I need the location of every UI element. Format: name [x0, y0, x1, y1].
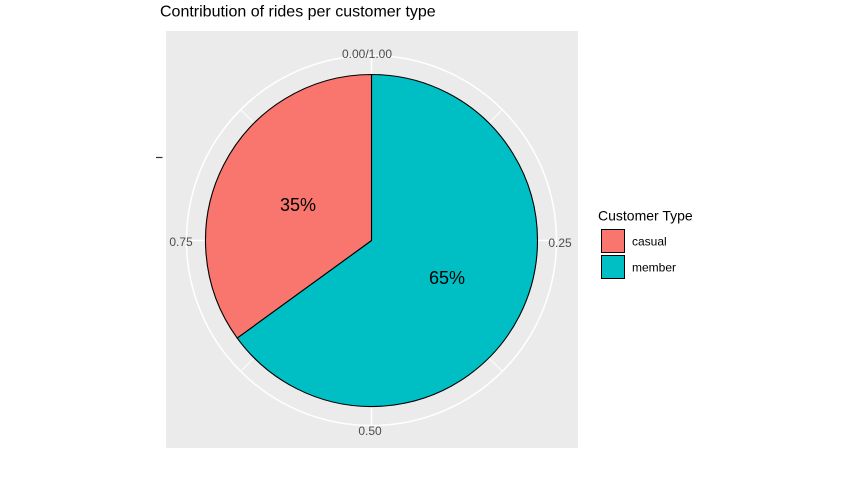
slice-label-member: 65% — [429, 268, 465, 288]
legend-swatch-member — [601, 255, 625, 279]
theta-tick-left: 0.75 — [169, 235, 193, 249]
legend-title: Customer Type — [598, 208, 693, 224]
theta-tick-right: 0.25 — [548, 236, 572, 250]
legend-swatch-casual — [601, 229, 625, 253]
pie-slice-casual — [204, 73, 373, 339]
chart-title: Contribution of rides per customer type — [160, 4, 436, 21]
legend: Customer Type casual member — [598, 208, 693, 279]
legend-label-member: member — [632, 261, 676, 275]
theta-tick-top: 0.00/1.00 — [342, 47, 392, 61]
slice-label-casual: 35% — [280, 195, 316, 215]
legend-label-casual: casual — [632, 235, 667, 249]
polar-grid-circle — [185, 54, 558, 427]
theta-tick-bottom: 0.50 — [358, 424, 382, 438]
pie-slice-member — [236, 73, 538, 408]
